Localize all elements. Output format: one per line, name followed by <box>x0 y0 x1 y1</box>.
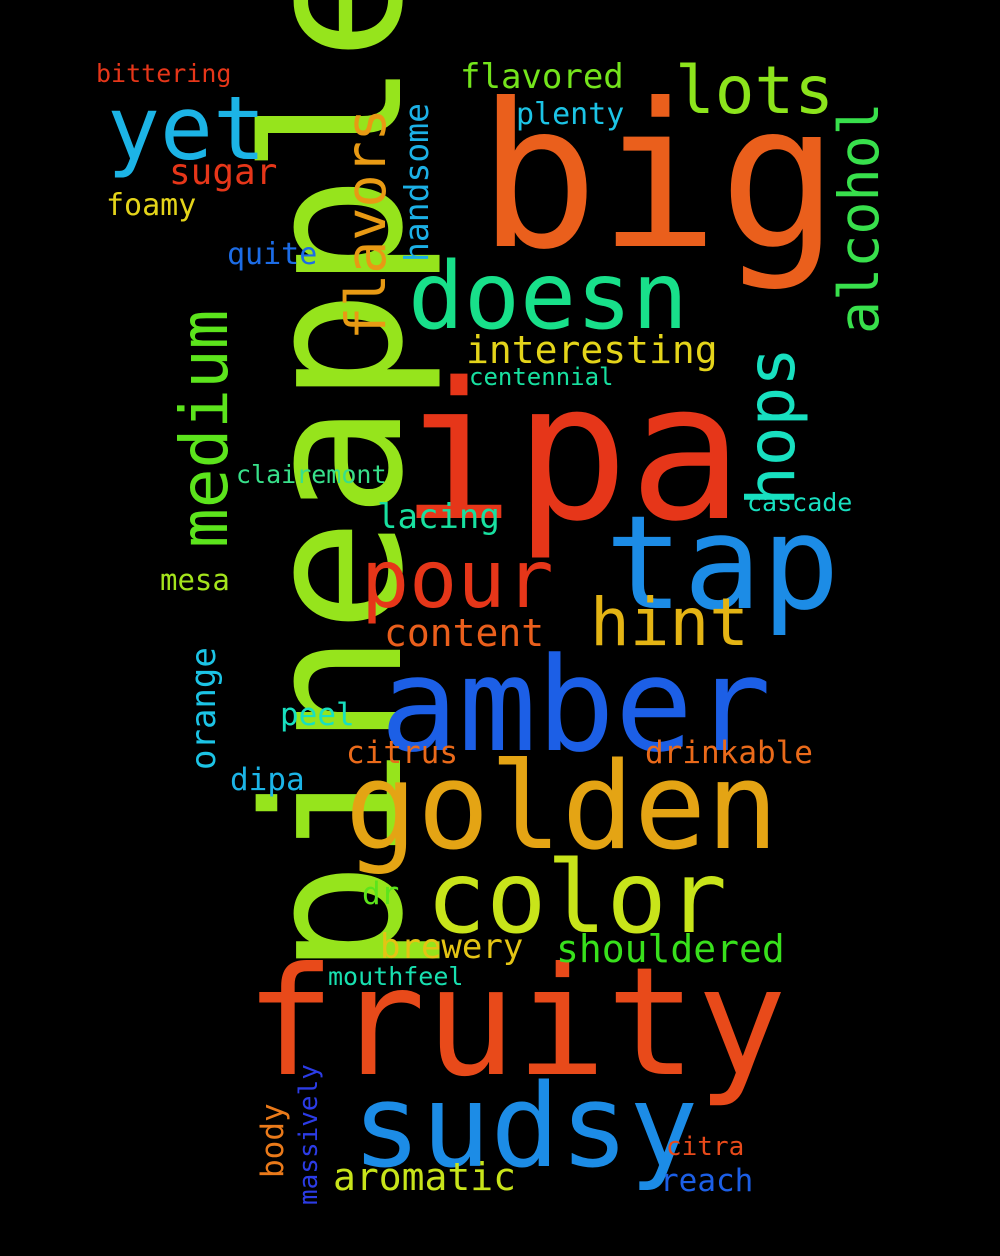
word-mesa: mesa <box>160 563 230 597</box>
word-orange: orange <box>184 647 224 770</box>
word-amber: amber <box>380 629 772 781</box>
word-bittering: bittering <box>96 59 232 88</box>
word-foamy: foamy <box>106 188 197 223</box>
word-handsome: handsome <box>397 103 436 262</box>
word-pour: pour <box>361 533 554 626</box>
word-hops: hops <box>733 347 810 506</box>
word-mouthfeel: mouthfeel <box>328 962 464 991</box>
word-shouldered: shouldered <box>556 927 785 971</box>
word-drinkable: drinkable <box>645 735 813 771</box>
word-sugar: sugar <box>169 152 278 193</box>
word-quite: quite <box>227 237 318 272</box>
word-medium: medium <box>166 309 243 548</box>
word-ipa: ipa <box>400 342 744 563</box>
word-yet: yet <box>107 77 266 180</box>
word-big: big <box>478 61 840 294</box>
word-tap: tap <box>605 487 840 639</box>
word-reach: reach <box>660 1163 754 1199</box>
word-doesn: doesn <box>408 242 688 350</box>
word-dr: dr <box>362 876 400 912</box>
word-aromatic: aromatic <box>333 1155 517 1199</box>
word-citra: citra <box>666 1132 745 1162</box>
word-hint: hint <box>590 584 749 661</box>
word-fruity: fruity <box>245 936 787 1110</box>
word-centennial: centennial <box>469 363 614 391</box>
word-brewery: brewery <box>380 927 524 967</box>
word-clairemont: clairemont <box>236 460 387 489</box>
word-lots: lots <box>675 52 834 129</box>
word-citrus: citrus <box>346 735 458 771</box>
word-flavors: flavors <box>334 108 398 340</box>
word-sudsy: sudsy <box>352 1060 699 1194</box>
word-dipa: dipa <box>230 762 305 798</box>
word-body: body <box>255 1103 291 1178</box>
word-massively: massively <box>294 1064 324 1205</box>
word-alcohol: alcohol <box>827 102 891 334</box>
word-plenty: plenty <box>516 97 625 132</box>
word-flavored: flavored <box>460 57 624 97</box>
word-peel: peel <box>280 697 355 733</box>
word-cascade: cascade <box>747 488 853 517</box>
word-interesting: interesting <box>466 328 718 372</box>
word-content: content <box>384 611 545 655</box>
word-lacing: lacing <box>377 497 500 537</box>
word-golden: golden <box>345 738 779 877</box>
word-color: color <box>426 839 728 956</box>
